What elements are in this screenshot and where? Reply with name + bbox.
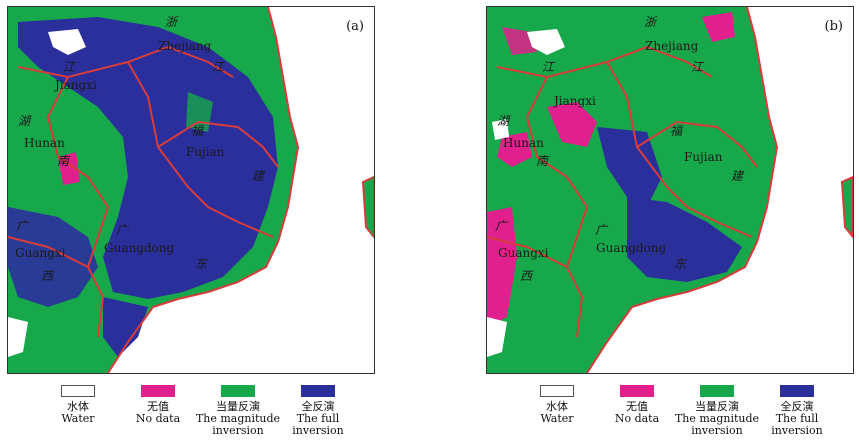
map-panel-b: (b) Zhejiang Jiangxi Hunan Fujian Guangx… bbox=[486, 6, 854, 374]
legend-item-water: 水体 Water bbox=[512, 385, 602, 425]
province-label-guangxi: Guangxi bbox=[15, 246, 66, 260]
legend-item-full: 全反演 The full inversion bbox=[273, 385, 363, 437]
cjk-char-nan: 南 bbox=[57, 154, 70, 168]
province-label-guangxi: Guangxi bbox=[498, 246, 549, 260]
province-label-hunan: Hunan bbox=[24, 136, 65, 150]
legend-cn-label: 无值 bbox=[626, 400, 648, 413]
legend-item-magnitude: 当量反演 The magnitude inversion bbox=[193, 385, 283, 437]
legend-en-label: Water bbox=[61, 412, 95, 425]
province-label-guangdong: Guangdong bbox=[104, 241, 175, 255]
legend-en-label: The magnitude bbox=[674, 412, 760, 425]
full-swatch bbox=[301, 385, 335, 397]
map-panel-a: (a) Zhejiang Jiangxi Hunan Fujian Guangx… bbox=[7, 6, 375, 374]
cjk-char-dong: 东 bbox=[674, 257, 687, 271]
cjk-char-guang-2: 广 bbox=[116, 223, 129, 237]
province-label-jiangxi: Jiangxi bbox=[554, 94, 596, 108]
legend-item-full: 全反演 The full inversion bbox=[752, 385, 842, 437]
legend-cn-label: 水体 bbox=[67, 400, 89, 413]
legend-item-magnitude: 当量反演 The magnitude inversion bbox=[672, 385, 762, 437]
map-a-graphic bbox=[8, 7, 374, 373]
cjk-char-hu: 湖 bbox=[497, 114, 510, 128]
legend-en-label-2: inversion bbox=[212, 424, 264, 437]
legend-cn-label: 水体 bbox=[546, 400, 568, 413]
legend-cn-label: 无值 bbox=[147, 400, 169, 413]
magnitude-swatch bbox=[700, 385, 734, 397]
cjk-char-hu: 湖 bbox=[18, 114, 31, 128]
legend-item-nodata: 无值 No data bbox=[592, 385, 682, 425]
cjk-char-zhe: 浙 bbox=[644, 15, 657, 29]
province-label-zhejiang: Zhejiang bbox=[645, 39, 699, 53]
cjk-char-fu: 福 bbox=[670, 124, 683, 138]
water-swatch bbox=[540, 385, 574, 397]
province-label-jiangxi: Jiangxi bbox=[55, 78, 97, 92]
water-swatch bbox=[61, 385, 95, 397]
legend-item-water: 水体 Water bbox=[33, 385, 123, 425]
full-swatch bbox=[780, 385, 814, 397]
legend-a: 水体 Water 无值 No data 当量反演 The magnitude i… bbox=[7, 377, 375, 443]
panel-label-a: (a) bbox=[346, 19, 364, 34]
legend-en-label: The full bbox=[775, 412, 819, 425]
map-b-graphic bbox=[487, 7, 853, 373]
cjk-char-xi: 西 bbox=[41, 269, 54, 283]
legend-en-label-2: inversion bbox=[292, 424, 344, 437]
cjk-char-guang-1: 广 bbox=[495, 219, 508, 233]
legend-cn-label: 全反演 bbox=[301, 400, 335, 413]
legend-en-label-2: inversion bbox=[691, 424, 743, 437]
legend-b: 水体 Water 无值 No data 当量反演 The magnitude i… bbox=[486, 377, 854, 443]
cjk-char-jiang-2: 江 bbox=[63, 60, 76, 74]
legend-cn-label: 当量反演 bbox=[695, 400, 739, 413]
legend-en-label: The full bbox=[296, 412, 340, 425]
province-label-guangdong: Guangdong bbox=[596, 241, 667, 255]
legend-en-label: No data bbox=[614, 412, 660, 425]
cjk-char-dong: 东 bbox=[195, 257, 208, 271]
legend-en-label: Water bbox=[540, 412, 574, 425]
legend-en-label-2: inversion bbox=[771, 424, 823, 437]
cjk-char-fu: 福 bbox=[191, 124, 204, 138]
nodata-swatch bbox=[141, 385, 175, 397]
magnitude-swatch bbox=[221, 385, 255, 397]
nodata-swatch bbox=[620, 385, 654, 397]
province-label-fujian: Fujian bbox=[684, 150, 723, 164]
cjk-char-zhe: 浙 bbox=[165, 15, 178, 29]
cjk-char-jiang-1: 江 bbox=[212, 60, 225, 74]
legend-en-label: The magnitude bbox=[195, 412, 281, 425]
cjk-char-jiang-2: 江 bbox=[542, 60, 555, 74]
cjk-char-guang-2: 广 bbox=[595, 223, 608, 237]
legend-item-nodata: 无值 No data bbox=[113, 385, 203, 425]
province-label-zhejiang: Zhejiang bbox=[158, 39, 212, 53]
province-label-fujian: Fujian bbox=[186, 145, 225, 159]
cjk-char-jian: 建 bbox=[731, 169, 744, 183]
cjk-char-jiang-1: 江 bbox=[691, 60, 704, 74]
cjk-char-guang-1: 广 bbox=[16, 219, 29, 233]
province-label-hunan: Hunan bbox=[503, 136, 544, 150]
panel-label-b: (b) bbox=[824, 19, 843, 34]
legend-cn-label: 全反演 bbox=[780, 400, 814, 413]
legend-en-label: No data bbox=[135, 412, 181, 425]
cjk-char-nan: 南 bbox=[536, 154, 549, 168]
legend-cn-label: 当量反演 bbox=[216, 400, 260, 413]
cjk-char-xi: 西 bbox=[520, 269, 533, 283]
cjk-char-jian: 建 bbox=[252, 169, 265, 183]
